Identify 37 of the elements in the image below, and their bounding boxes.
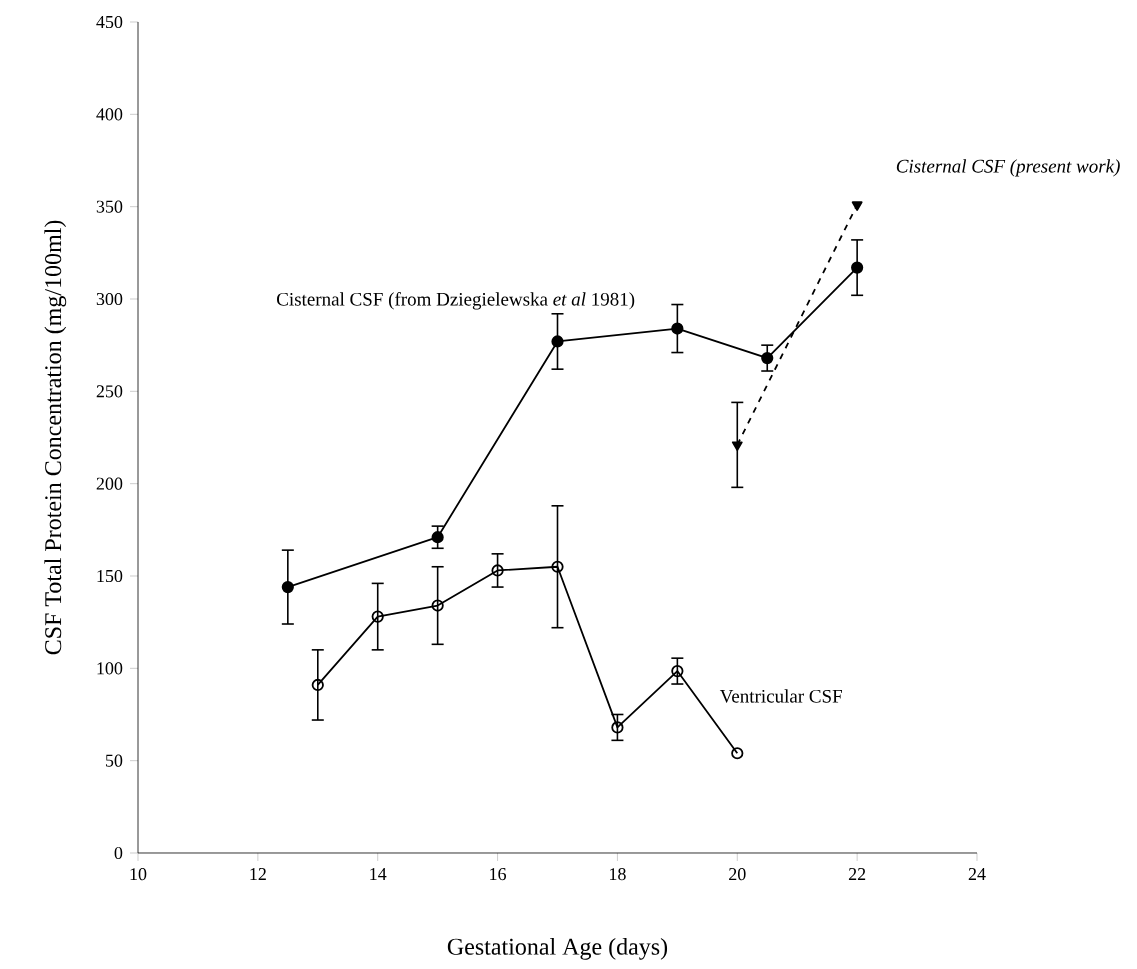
y-tick-label: 250 <box>96 385 123 398</box>
x-axis-title: Gestational Age (days) <box>447 937 668 960</box>
y-tick-label: 450 <box>96 15 123 29</box>
point <box>311 678 324 692</box>
x-tick-label: 24 <box>968 868 986 880</box>
y-tick-label: 300 <box>96 292 123 306</box>
point <box>551 560 564 573</box>
y-tick-label: 100 <box>97 662 123 675</box>
x-tick-label: 12 <box>250 868 266 880</box>
x-tick-label: 10 <box>130 868 147 881</box>
point <box>431 599 444 612</box>
x-tick-label: 22 <box>848 868 866 880</box>
y-tick-label: 400 <box>96 108 123 121</box>
y-tick-label: 200 <box>96 477 123 490</box>
point <box>371 610 384 623</box>
point <box>671 664 684 678</box>
point <box>611 721 624 734</box>
y-axis-title: CSF Total Protein Concentration (mg/100ml) <box>44 220 67 655</box>
point <box>431 531 444 544</box>
y-tick-label: 350 <box>96 200 123 213</box>
x-tick-label: 20 <box>729 868 746 881</box>
point <box>671 322 684 335</box>
y-tick-label: 50 <box>105 754 123 767</box>
point <box>731 747 744 760</box>
x-tick-label: 14 <box>370 868 387 880</box>
point <box>761 351 774 365</box>
x-tick-label: 18 <box>610 868 626 881</box>
series-label: Ventricular CSF <box>719 689 842 703</box>
text: Cisternal CSF (present work) <box>896 159 1120 177</box>
series-label: Cisternal CSF (from Dziegielewska et al 1981) <box>277 292 635 310</box>
point <box>851 261 864 274</box>
point <box>281 580 294 594</box>
point <box>491 564 504 577</box>
y-tick-label: 150 <box>97 569 123 583</box>
x-tick-label: 16 <box>490 868 507 881</box>
y-tick-label: 0 <box>114 846 123 860</box>
point <box>551 335 564 348</box>
